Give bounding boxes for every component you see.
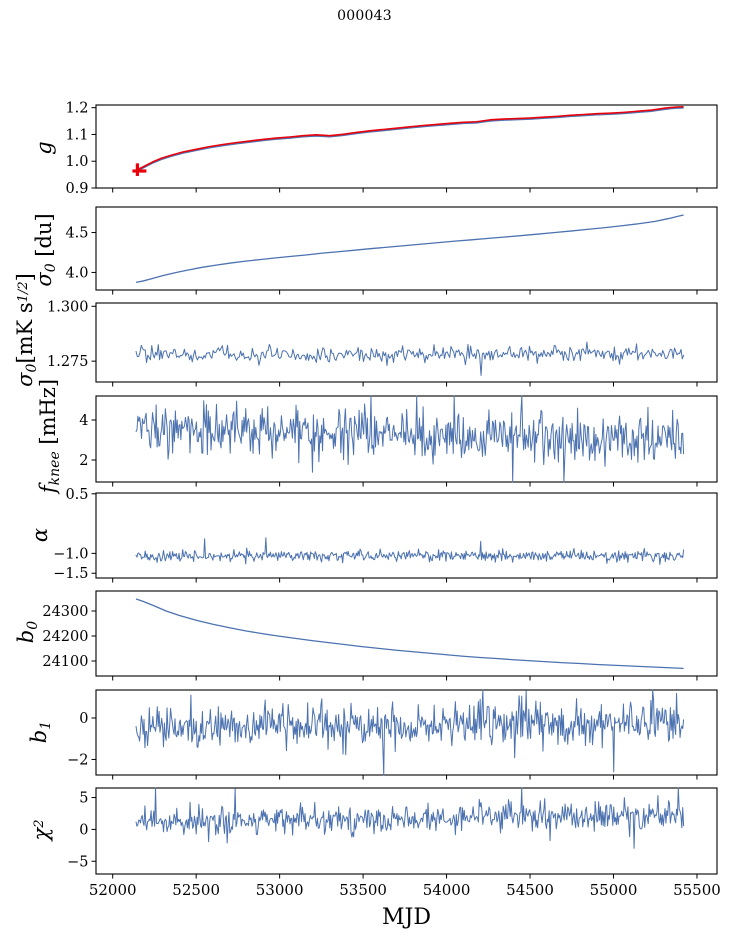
x-tick-label: 53500 — [339, 881, 387, 899]
y-tick-label: −2 — [67, 752, 88, 768]
y-tick-label: 24100 — [42, 654, 88, 670]
panel-gain: 0.9 1.0 1.1 1.2 — [65, 101, 718, 197]
x-tick-label: 55000 — [590, 881, 638, 899]
y-axis-title: α — [28, 528, 52, 542]
y-tick-label: 0.5 — [65, 487, 88, 503]
x-tick-label: 54000 — [423, 881, 471, 899]
y-tick-label: −5 — [67, 854, 88, 870]
y-tick-label: 1.1 — [65, 127, 88, 143]
axes-frame — [95, 395, 718, 483]
svg-text:σ0[mK s1/2]: σ0[mK s1/2] — [13, 273, 40, 387]
svg-text:b0: b0 — [14, 621, 41, 643]
y-tick-label: 1.275 — [47, 354, 89, 370]
y-tick-label: 1.300 — [47, 299, 89, 315]
y-axis-title: σ0 [du] — [32, 213, 59, 286]
y-axis-title: b0 — [14, 621, 41, 643]
series-line-sigma0_mK — [135, 341, 685, 376]
y-tick-label: 4 — [79, 413, 88, 429]
panel-chi2: −5 0 5 52000 52500 53000 53500 54000 54500 55000 5… — [67, 787, 721, 899]
axes-frame — [95, 590, 718, 677]
y-axis-title: fknee [mHz] — [36, 379, 63, 495]
y-axis-title: σ0[mK s1/2] — [13, 273, 40, 387]
fit-line-gain — [137, 105, 684, 170]
axes-frame — [95, 492, 718, 579]
x-tick-label: 52500 — [172, 881, 220, 899]
panel-f_knee: 24 — [79, 395, 718, 487]
y-tick-label: 0 — [79, 822, 88, 838]
x-axis-title: MJD — [382, 905, 431, 930]
y-tick-label: 2 — [79, 453, 88, 469]
axes-frame — [95, 104, 718, 189]
panel-sigma0_mK: 1.275 1.300 — [47, 299, 718, 387]
svg-text:fknee [mHz]: fknee [mHz] — [36, 379, 63, 495]
axes-frame — [95, 206, 718, 291]
series-line-b0 — [135, 598, 684, 670]
axes-frame — [95, 689, 718, 776]
series-line-b1 — [135, 689, 685, 776]
x-tick-label: 52000 — [89, 881, 137, 899]
series-line-gain — [135, 107, 684, 173]
y-tick-label: 4.5 — [65, 226, 88, 242]
y-axis-title: g — [32, 141, 56, 154]
panel-b0: 24100 24200 24300 — [42, 590, 718, 681]
svg-text:α: α — [28, 528, 52, 542]
svg-text:σ0 [du]: σ0 [du] — [32, 213, 59, 286]
y-tick-label: 0 — [79, 711, 88, 727]
y-tick-label: 4.0 — [65, 265, 88, 281]
x-tick-label: 53000 — [256, 881, 304, 899]
panel-b1: −2 0 — [67, 689, 718, 780]
y-axis-title: χ2 — [29, 819, 53, 842]
svg-text:χ2: χ2 — [29, 819, 53, 842]
y-tick-label: 0.9 — [65, 181, 88, 197]
svg-text:g: g — [32, 141, 56, 154]
axes-frame — [95, 302, 718, 383]
y-tick-label: 24300 — [42, 604, 88, 620]
figure-title: 000043 — [337, 8, 392, 24]
axes-frame — [95, 787, 718, 875]
y-axis-title: b1 — [27, 721, 54, 743]
y-tick-label: 24200 — [42, 629, 88, 645]
series-line-chi2 — [135, 787, 685, 849]
svg-text:b1: b1 — [27, 721, 54, 743]
series-line-sigma0_du — [135, 214, 684, 284]
panel-sigma0_du: 4.0 4.5 — [65, 206, 718, 295]
x-tick-label: 55500 — [673, 881, 721, 899]
x-tick-label: 54500 — [506, 881, 554, 899]
y-tick-label: −1.5 — [53, 566, 88, 582]
panel-alpha: −1.5 −1.0 0.5 — [53, 487, 718, 583]
y-tick-label: 1.2 — [65, 101, 88, 117]
y-tick-label: 1.0 — [65, 154, 88, 170]
series-line-f_knee — [135, 395, 685, 483]
y-tick-label: −1.0 — [53, 546, 88, 562]
y-tick-label: 5 — [79, 791, 88, 807]
series-line-alpha — [135, 537, 685, 565]
